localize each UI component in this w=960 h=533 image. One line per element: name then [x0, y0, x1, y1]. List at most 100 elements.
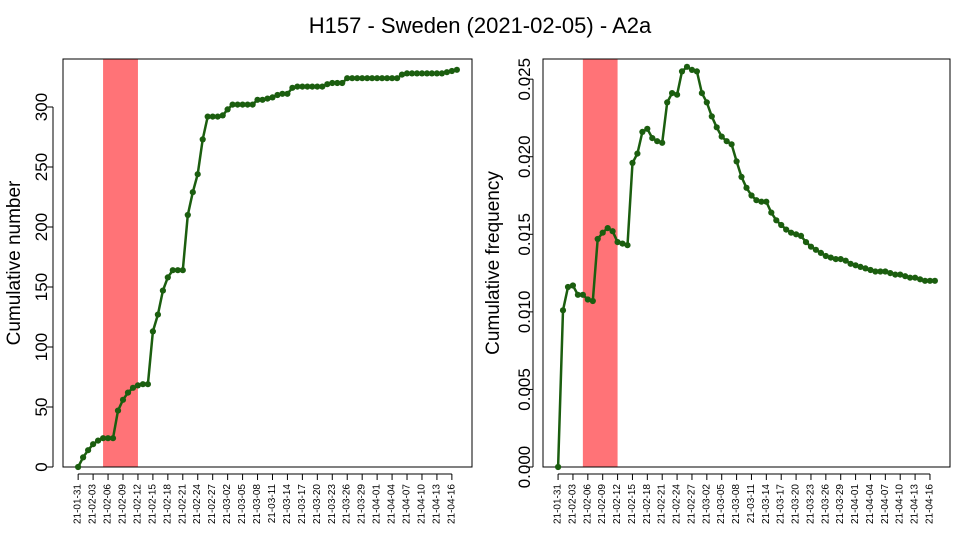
data-point [857, 263, 864, 270]
data-point [239, 101, 246, 108]
x-tick-label: 21-03-23 [327, 484, 338, 524]
data-point [644, 125, 651, 132]
data-point [114, 407, 122, 414]
data-point [413, 70, 421, 77]
data-point [604, 225, 611, 232]
data-point [748, 192, 755, 199]
data-point [758, 198, 765, 205]
data-point [134, 382, 141, 389]
data-point [837, 256, 844, 263]
x-tick-label: 21-02-09 [117, 484, 128, 524]
x-tick-label: 21-02-06 [582, 484, 593, 524]
x-tick-label: 21-02-12 [132, 484, 143, 524]
x-tick-label: 21-04-07 [402, 484, 413, 524]
data-point [443, 69, 450, 76]
data-point [703, 99, 710, 106]
x-tick-label: 21-03-08 [252, 484, 263, 524]
data-point [569, 282, 577, 289]
plot-frame [542, 58, 951, 468]
data-point [184, 211, 191, 219]
x-tick-label: 21-02-18 [642, 484, 653, 524]
data-point [852, 262, 859, 269]
data-point [438, 70, 445, 77]
x-tick-label: 21-02-21 [657, 484, 668, 524]
data-point [867, 266, 874, 274]
y-axis-title: Cumulative number [4, 180, 25, 345]
data-point [369, 75, 376, 82]
data-point [693, 68, 701, 75]
data-point [289, 84, 296, 91]
data-point [897, 271, 904, 278]
data-point [229, 101, 236, 108]
x-tick-label: 21-03-14 [282, 484, 293, 524]
x-tick-label: 21-02-06 [103, 484, 114, 524]
data-point [678, 68, 686, 75]
data-point [259, 96, 266, 103]
x-tick-label: 21-04-13 [910, 484, 921, 524]
data-point [254, 96, 261, 103]
data-point [144, 381, 151, 388]
x-tick-label: 21-03-29 [835, 484, 846, 524]
data-point [299, 83, 306, 90]
cumulative-frequency-chart: 0.000 0.005 0.010 0.015 0.020 0.025 Cumulative… [483, 58, 951, 524]
data-point [418, 70, 426, 77]
x-tick-label: 21-02-15 [147, 484, 158, 524]
x-tick-label: 21-03-02 [701, 484, 712, 524]
data-point [209, 113, 216, 120]
data-point [100, 435, 107, 442]
data-point [817, 249, 825, 256]
data-point [179, 267, 186, 274]
x-tick-label: 21-01-31 [553, 484, 564, 524]
data-point [219, 112, 226, 119]
x-tick-label: 21-04-04 [387, 484, 398, 524]
data-point [559, 307, 567, 314]
x-tick-label: 21-03-20 [312, 484, 323, 524]
data-point [614, 239, 621, 246]
x-tick-label: 21-02-27 [686, 484, 697, 524]
x-tick-label: 21-04-13 [431, 484, 442, 524]
data-point [555, 463, 562, 471]
x-tick-label: 21-02-24 [192, 484, 203, 524]
data-point [659, 139, 666, 146]
x-tick-label: 21-02-24 [672, 484, 683, 524]
data-point [862, 265, 869, 272]
data-point [768, 209, 775, 216]
x-tick-label: 21-03-02 [222, 484, 233, 524]
y-tick-label: 0.020 [515, 135, 534, 178]
x-tick-label: 21-03-17 [297, 484, 308, 524]
data-point [398, 71, 406, 78]
data-point [599, 229, 606, 236]
data-point [892, 271, 899, 278]
data-point [374, 75, 381, 82]
data-point [698, 90, 706, 97]
data-point [847, 260, 854, 267]
data-point [842, 257, 849, 264]
data-point [364, 75, 371, 82]
data-point [654, 138, 661, 145]
x-tick-label: 21-02-03 [88, 484, 99, 524]
data-point [921, 277, 929, 284]
data-point [728, 141, 735, 148]
x-tick-label: 21-03-14 [761, 484, 772, 524]
data-point [249, 101, 256, 108]
data-point [339, 79, 346, 87]
data-point [344, 75, 351, 82]
data-point [279, 90, 286, 97]
x-tick-label: 21-03-29 [357, 484, 368, 524]
y-tick-label: 0.025 [515, 58, 534, 101]
data-point [788, 229, 795, 236]
data-point [917, 276, 924, 283]
data-point [783, 226, 790, 233]
data-point [827, 254, 834, 261]
data-point [733, 158, 740, 165]
x-tick-label: 21-04-16 [924, 484, 935, 524]
data-point [169, 267, 176, 274]
y-axis-title: Cumulative frequency [483, 171, 504, 355]
x-tick-label: 21-04-10 [416, 484, 427, 524]
data-point [902, 273, 909, 280]
data-point [104, 435, 112, 442]
data-point [688, 66, 696, 73]
x-tick-label: 21-03-26 [342, 484, 353, 524]
figure-title: H157 - Sweden (2021-02-05) - A2a [309, 13, 652, 38]
